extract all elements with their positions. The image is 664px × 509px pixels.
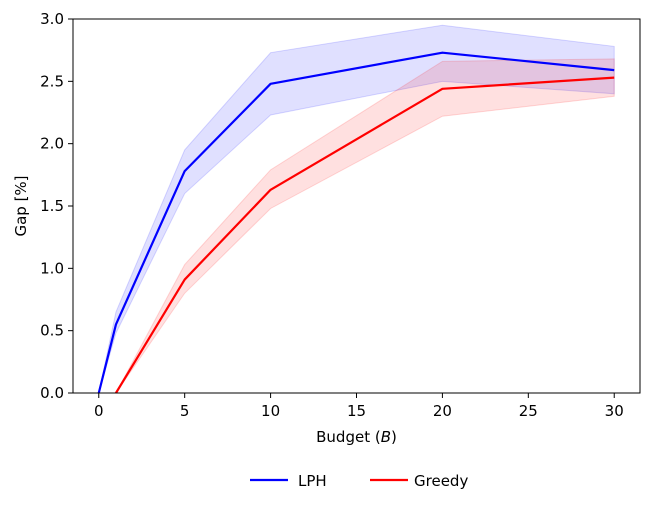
x-tick-label: 5 [180, 402, 190, 420]
band-greedy [115, 58, 615, 394]
legend: LPH Greedy [250, 472, 468, 490]
x-tick-label: 25 [519, 402, 538, 420]
x-axis: 0 5 10 15 20 25 30 [94, 393, 624, 420]
y-tick-label: 1.0 [40, 259, 64, 277]
x-tick-label: 15 [347, 402, 366, 420]
series-lines [97, 51, 615, 394]
x-tick-label: 30 [605, 402, 624, 420]
x-tick-label: 0 [94, 402, 104, 420]
y-axis-label: Gap [%] [12, 175, 30, 236]
series-line-greedy [115, 76, 615, 394]
y-tick-label: 0.5 [40, 322, 64, 340]
legend-label-greedy: Greedy [414, 472, 468, 490]
y-axis: 0.0 0.5 1.0 1.5 2.0 2.5 3.0 [40, 10, 73, 402]
y-tick-label: 0.0 [40, 384, 64, 402]
y-tick-label: 2.5 [40, 72, 64, 90]
x-tick-label: 20 [433, 402, 452, 420]
y-tick-label: 3.0 [40, 10, 64, 28]
series-line-lph [97, 51, 615, 394]
legend-label-lph: LPH [298, 472, 327, 490]
confidence-bands [98, 24, 615, 394]
y-tick-label: 1.5 [40, 197, 64, 215]
y-tick-label: 2.0 [40, 135, 64, 153]
x-tick-label: 10 [261, 402, 280, 420]
x-axis-label: Budget (B) [316, 428, 397, 446]
